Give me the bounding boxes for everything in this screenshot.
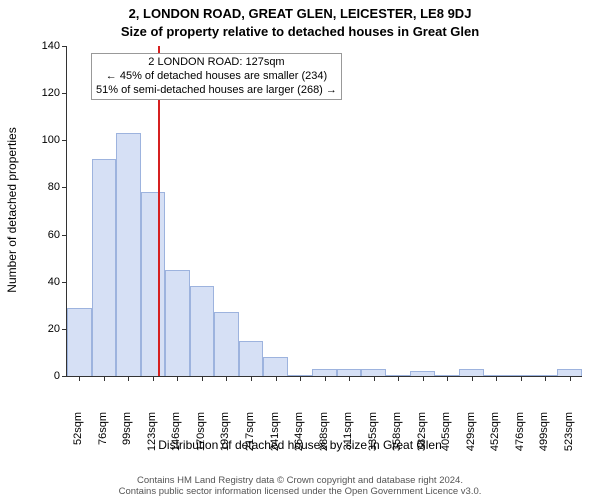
- x-tick: [325, 376, 326, 381]
- y-tick: [62, 235, 67, 236]
- x-tick-label: 335sqm: [367, 412, 379, 462]
- annotation-line-3: 51% of semi-detached houses are larger (…: [96, 84, 337, 98]
- x-tick-label: 76sqm: [97, 412, 109, 462]
- x-tick-label: 170sqm: [195, 412, 207, 462]
- annotation-line-1: 2 LONDON ROAD: 127sqm: [96, 56, 337, 70]
- x-tick-label: 123sqm: [146, 412, 158, 462]
- x-tick: [251, 376, 252, 381]
- x-tick: [128, 376, 129, 381]
- x-tick: [374, 376, 375, 381]
- x-tick: [545, 376, 546, 381]
- y-tick: [62, 93, 67, 94]
- y-tick-label: 0: [30, 370, 60, 382]
- x-tick-label: 264sqm: [293, 412, 305, 462]
- x-tick-label: 311sqm: [342, 412, 354, 462]
- histogram-bar: [263, 357, 288, 376]
- histogram-bar: [459, 369, 484, 376]
- x-tick-label: 99sqm: [121, 412, 133, 462]
- histogram-bar: [312, 369, 337, 376]
- x-tick: [177, 376, 178, 381]
- y-tick-label: 20: [30, 323, 60, 335]
- x-tick-label: 241sqm: [269, 412, 281, 462]
- histogram-bar: [165, 270, 190, 376]
- x-tick: [496, 376, 497, 381]
- y-tick-label: 140: [30, 40, 60, 52]
- y-tick: [62, 140, 67, 141]
- x-tick: [349, 376, 350, 381]
- y-tick-label: 60: [30, 229, 60, 241]
- x-tick: [202, 376, 203, 381]
- x-tick-label: 405sqm: [440, 412, 452, 462]
- y-tick: [62, 376, 67, 377]
- histogram-bar: [288, 375, 313, 376]
- histogram-bar: [435, 375, 460, 376]
- x-tick: [570, 376, 571, 381]
- x-tick: [276, 376, 277, 381]
- x-tick-label: 523sqm: [563, 412, 575, 462]
- y-tick-label: 120: [30, 87, 60, 99]
- annotation-line-2: ← 45% of detached houses are smaller (23…: [96, 70, 337, 84]
- y-tick: [62, 187, 67, 188]
- x-tick-label: 288sqm: [318, 412, 330, 462]
- y-axis-label: Number of detached properties: [5, 110, 19, 310]
- y-tick: [62, 282, 67, 283]
- x-tick-label: 358sqm: [391, 412, 403, 462]
- x-tick-label: 382sqm: [416, 412, 428, 462]
- histogram-bar: [533, 375, 558, 376]
- annotation-box: 2 LONDON ROAD: 127sqm← 45% of detached h…: [91, 53, 342, 100]
- x-tick-label: 193sqm: [219, 412, 231, 462]
- x-tick: [521, 376, 522, 381]
- x-tick: [153, 376, 154, 381]
- y-tick: [62, 46, 67, 47]
- x-tick-label: 499sqm: [538, 412, 550, 462]
- x-tick-label: 217sqm: [244, 412, 256, 462]
- histogram-bar: [214, 312, 239, 376]
- histogram-bar: [361, 369, 386, 376]
- x-tick-label: 429sqm: [465, 412, 477, 462]
- x-tick: [300, 376, 301, 381]
- x-tick: [398, 376, 399, 381]
- footer-attribution: Contains HM Land Registry data © Crown c…: [0, 476, 600, 498]
- histogram-bar: [484, 375, 509, 376]
- histogram-bar: [92, 159, 117, 376]
- x-tick-label: 52sqm: [72, 412, 84, 462]
- chart-title-2: Size of property relative to detached ho…: [0, 24, 600, 39]
- chart-title-1: 2, LONDON ROAD, GREAT GLEN, LEICESTER, L…: [0, 6, 600, 21]
- histogram-bar: [190, 286, 215, 376]
- x-tick: [447, 376, 448, 381]
- histogram-bar: [67, 308, 92, 376]
- chart-container: 2, LONDON ROAD, GREAT GLEN, LEICESTER, L…: [0, 0, 600, 500]
- histogram-bar: [557, 369, 582, 376]
- x-tick: [423, 376, 424, 381]
- histogram-bar: [337, 369, 362, 376]
- x-tick-label: 452sqm: [489, 412, 501, 462]
- x-tick: [472, 376, 473, 381]
- x-tick-label: 146sqm: [170, 412, 182, 462]
- footer-line-2: Contains public sector information licen…: [0, 487, 600, 498]
- x-tick-label: 476sqm: [514, 412, 526, 462]
- histogram-bar: [410, 371, 435, 376]
- x-tick: [226, 376, 227, 381]
- y-tick-label: 100: [30, 134, 60, 146]
- y-tick-label: 80: [30, 181, 60, 193]
- x-tick: [79, 376, 80, 381]
- histogram-bar: [386, 375, 411, 376]
- histogram-bar: [239, 341, 264, 376]
- histogram-bar: [141, 192, 166, 376]
- x-tick: [104, 376, 105, 381]
- y-tick-label: 40: [30, 276, 60, 288]
- histogram-bar: [508, 375, 533, 376]
- histogram-bar: [116, 133, 141, 376]
